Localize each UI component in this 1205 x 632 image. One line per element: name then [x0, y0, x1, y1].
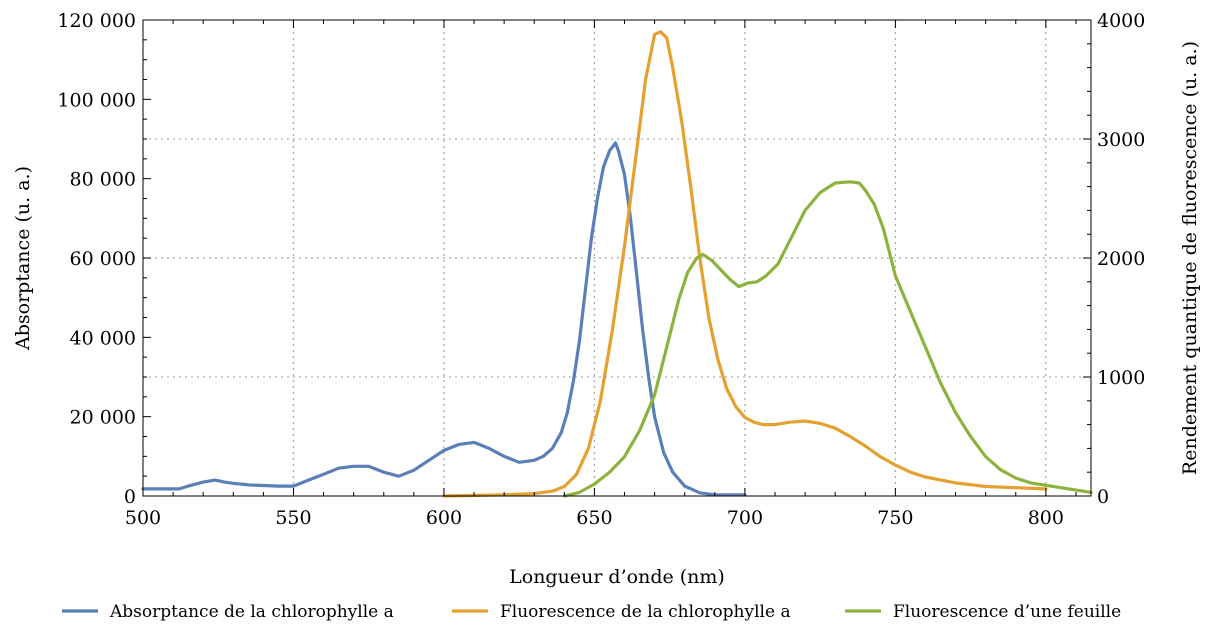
y-left-axis-title: Absorptance (u. a.) [12, 166, 34, 351]
series-line-2 [442, 30, 1048, 498]
legend-label-1: Absorptance de la chlorophylle a [109, 602, 394, 622]
x-tick-label: 700 [727, 507, 763, 529]
x-tick-label: 600 [426, 507, 462, 529]
y-left-tick-label: 60 000 [70, 248, 136, 270]
y-right-axis-title: Rendement quantique de fluorescence (u. … [1179, 41, 1201, 475]
series-line-1 [141, 141, 747, 497]
y-left-tick-label: 80 000 [70, 169, 136, 191]
y-left-tick-label: 100 000 [57, 89, 136, 111]
y-right-tick-label: 2000 [1097, 248, 1145, 270]
legend-label-2: Fluorescence de la chlorophylle a [500, 602, 791, 622]
y-right-tick-label: 0 [1097, 486, 1109, 508]
y-left-tick-label: 0 [124, 486, 136, 508]
ticks [142, 19, 1091, 497]
y-left-tick-label: 40 000 [70, 327, 136, 349]
x-axis-title: Longueur d’onde (nm) [509, 566, 725, 588]
tick-labels: 500 550 600 650 700 750 800 0 20 000 40 000 60 000… [57, 10, 1145, 529]
x-tick-label: 750 [877, 507, 913, 529]
legend-label-3: Fluorescence d’une feuille [893, 602, 1121, 622]
y-right-tick-label: 3000 [1097, 129, 1145, 151]
y-left-tick-label: 120 000 [57, 10, 136, 32]
grid [143, 20, 1091, 496]
x-tick-label: 650 [576, 507, 612, 529]
y-right-tick-label: 1000 [1097, 367, 1145, 389]
x-tick-label: 500 [125, 507, 161, 529]
series-line-3 [562, 180, 1093, 498]
y-right-tick-label: 4000 [1097, 10, 1145, 32]
x-tick-label: 550 [275, 507, 311, 529]
series-layer [141, 30, 1093, 498]
legend: Absorptance de la chlorophylle a Fluoresc… [62, 602, 1121, 622]
x-tick-label: 800 [1028, 507, 1064, 529]
y-left-tick-label: 20 000 [70, 407, 136, 429]
